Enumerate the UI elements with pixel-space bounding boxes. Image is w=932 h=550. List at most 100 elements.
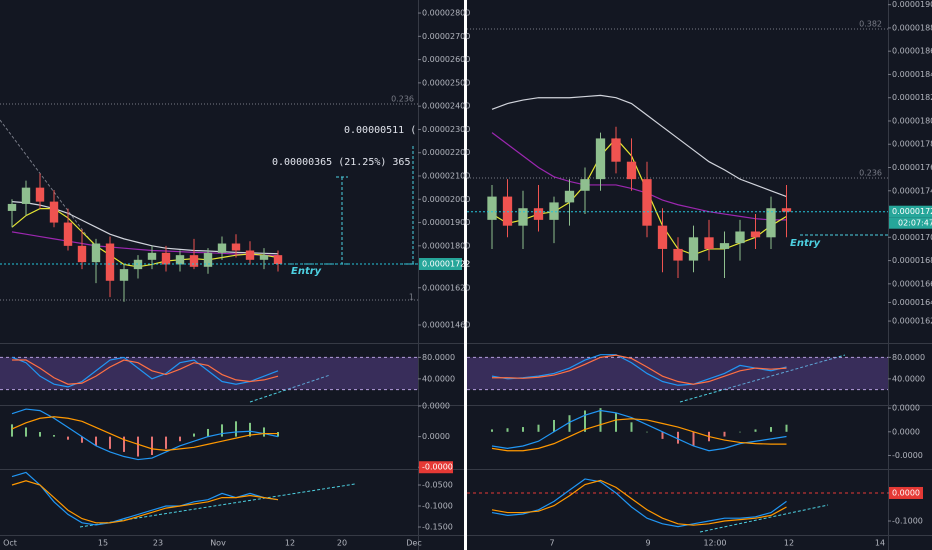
candle-body <box>273 255 283 265</box>
histogram-bar <box>207 428 209 437</box>
y-tick-label: 40.0000 <box>422 374 455 383</box>
annotation: 0.382 <box>859 20 882 29</box>
histogram-bar <box>754 429 757 432</box>
moving-average <box>11 231 279 257</box>
candle-body <box>49 201 59 223</box>
y-tick-label: -0.1500 <box>422 523 453 532</box>
annotation: 1 <box>409 293 414 302</box>
y-tick-label: 0.00002400 <box>422 102 470 111</box>
histogram-bar <box>723 431 726 437</box>
candle-body <box>549 202 559 220</box>
histogram-bar <box>179 436 181 442</box>
y-tick-label: 0.00001900 <box>422 218 470 227</box>
moving-average <box>491 94 787 198</box>
y-tick-label: 0.00002700 <box>422 32 470 41</box>
alert-label-box <box>889 486 923 499</box>
histogram-bar <box>739 431 741 433</box>
x-tick-label: Oct <box>3 539 17 548</box>
x-tick-label: Dec <box>406 539 421 548</box>
candle-body <box>259 255 269 260</box>
candle-body <box>688 237 699 261</box>
y-tick-label: -0.0500 <box>422 481 453 490</box>
fib-lines <box>0 28 888 301</box>
price-label: 0.00001722 <box>892 207 932 216</box>
y-tick-label: 0.00001800 <box>422 241 470 250</box>
candle-body <box>673 248 683 261</box>
countdown: 02:07:47 <box>898 219 932 228</box>
candle-body <box>595 138 606 180</box>
candle-body <box>580 179 590 191</box>
y-tick-label: 0.00001860 <box>892 47 932 56</box>
y-tick-label: 0.00001620 <box>422 283 470 292</box>
histogram-bar <box>506 428 509 432</box>
candle-body <box>611 138 621 162</box>
y-tick-label: 0.00002500 <box>422 78 470 87</box>
candle-body <box>119 269 129 281</box>
histogram-bar <box>25 427 27 437</box>
histogram-bar <box>277 432 279 437</box>
candle-body <box>781 208 792 212</box>
annotation: 0.00000365 (21.25%) 365 <box>272 157 410 168</box>
candle-body <box>77 245 87 263</box>
rsi-band <box>467 357 888 390</box>
candle-body <box>750 231 761 238</box>
histogram-bar <box>165 436 167 449</box>
indicator-line <box>491 409 787 452</box>
y-tick-label: 0.00001700 <box>892 233 932 242</box>
indicator-line <box>11 408 279 461</box>
candle-body <box>147 252 157 260</box>
histogram-bar <box>692 431 695 446</box>
y-tick-label: 80.0000 <box>422 353 455 362</box>
y-tick-label: 0.00002000 <box>422 195 470 204</box>
y-tick-label: 40.0000 <box>892 374 925 383</box>
y-tick-label: 0.0000 <box>422 402 450 411</box>
y-tick-label: -0.1000 <box>422 502 453 511</box>
histogram-bar <box>151 436 153 455</box>
trend-line <box>679 354 846 403</box>
candle-body <box>7 203 17 211</box>
histogram-bar <box>491 429 493 432</box>
histogram-bar <box>11 424 13 437</box>
y-tick-label: 80.0000 <box>892 353 925 362</box>
indicator-line <box>11 416 278 451</box>
y-tick-label: -0.0000 <box>892 451 923 460</box>
indicator-line <box>492 354 787 385</box>
x-tick-label: 9 <box>645 539 650 548</box>
y-tick-label: 0.00001628 <box>892 317 932 326</box>
histogram-bar <box>53 435 55 437</box>
trend-line <box>699 504 829 533</box>
candle-body <box>105 243 115 281</box>
y-tick-label: 0.00002600 <box>422 55 470 64</box>
y-tick-label: 0.00001800 <box>892 116 932 125</box>
x-tick-label: 12:00 <box>703 539 726 548</box>
candle-body <box>91 243 101 263</box>
x-tick-label: 12 <box>784 539 794 548</box>
y-tick-label: 0.00001820 <box>892 93 932 102</box>
annotation: 0.236 <box>859 169 882 178</box>
y-tick-label: 0.00001760 <box>892 163 932 172</box>
indicator-line <box>11 480 279 524</box>
candle-body <box>189 255 199 267</box>
y-tick-label: 0.00002300 <box>422 125 470 134</box>
y-tick-label: 0.00001740 <box>892 186 932 195</box>
price-label-box <box>419 258 462 271</box>
candle-body <box>766 208 776 238</box>
y-tick-label: 0.0000 <box>892 427 920 436</box>
y-tick-label: 0.00001460 <box>422 321 470 330</box>
indicator-line <box>491 479 787 526</box>
histogram-bar <box>39 432 41 437</box>
histogram-bar <box>81 436 83 443</box>
candle-body <box>35 187 45 202</box>
x-tick-label: 15 <box>98 539 108 548</box>
price-label-box <box>889 205 932 218</box>
candle-body <box>133 259 143 270</box>
candle-body <box>21 187 31 204</box>
histogram-bar <box>67 436 69 440</box>
indicator-line <box>491 354 787 386</box>
countdown-box <box>889 217 932 229</box>
histogram-bar <box>677 431 679 444</box>
candle-body <box>217 243 227 253</box>
histogram-bar <box>193 433 195 437</box>
indicator-line <box>12 359 279 385</box>
histogram-bar <box>249 422 251 437</box>
